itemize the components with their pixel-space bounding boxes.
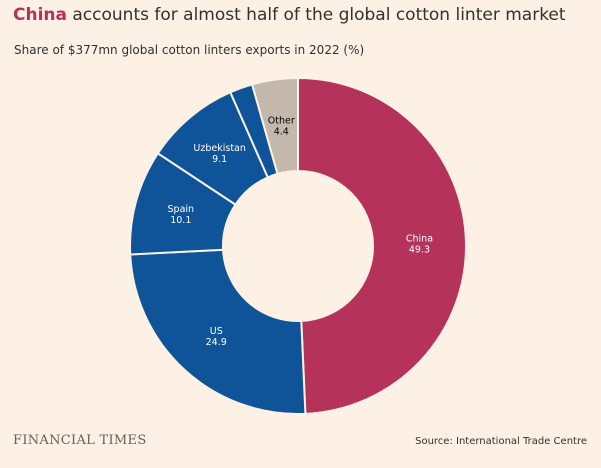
ft-logo: FINANCIAL TIMES	[13, 433, 147, 448]
slice-label-other: Other	[268, 116, 295, 127]
slice-value-spain: 10.1	[170, 215, 191, 226]
slice-label-china: China	[406, 233, 433, 244]
slice-label-us: US	[210, 326, 223, 337]
slice-label-spain: Spain	[168, 204, 195, 215]
chart-title: China accounts for almost half of the gl…	[13, 4, 566, 26]
chart-title-rest: accounts for almost half of the global c…	[66, 5, 566, 25]
slice-china	[297, 76, 468, 415]
slice-value-china: 49.3	[409, 244, 430, 255]
chart-subtitle: Share of $377mn global cotton linters ex…	[14, 43, 365, 57]
slice-value-us: 24.9	[206, 337, 227, 348]
slice-value-uzbekistan: 9.1	[212, 154, 227, 165]
slice-us	[129, 248, 307, 415]
slice-label-uzbekistan: Uzbekistan	[193, 143, 245, 154]
slice-other	[250, 76, 299, 176]
slice-value-other: 4.4	[274, 127, 289, 138]
chart-title-highlight: China	[13, 5, 67, 25]
source-note: Source: International Trade Centre	[415, 436, 587, 447]
